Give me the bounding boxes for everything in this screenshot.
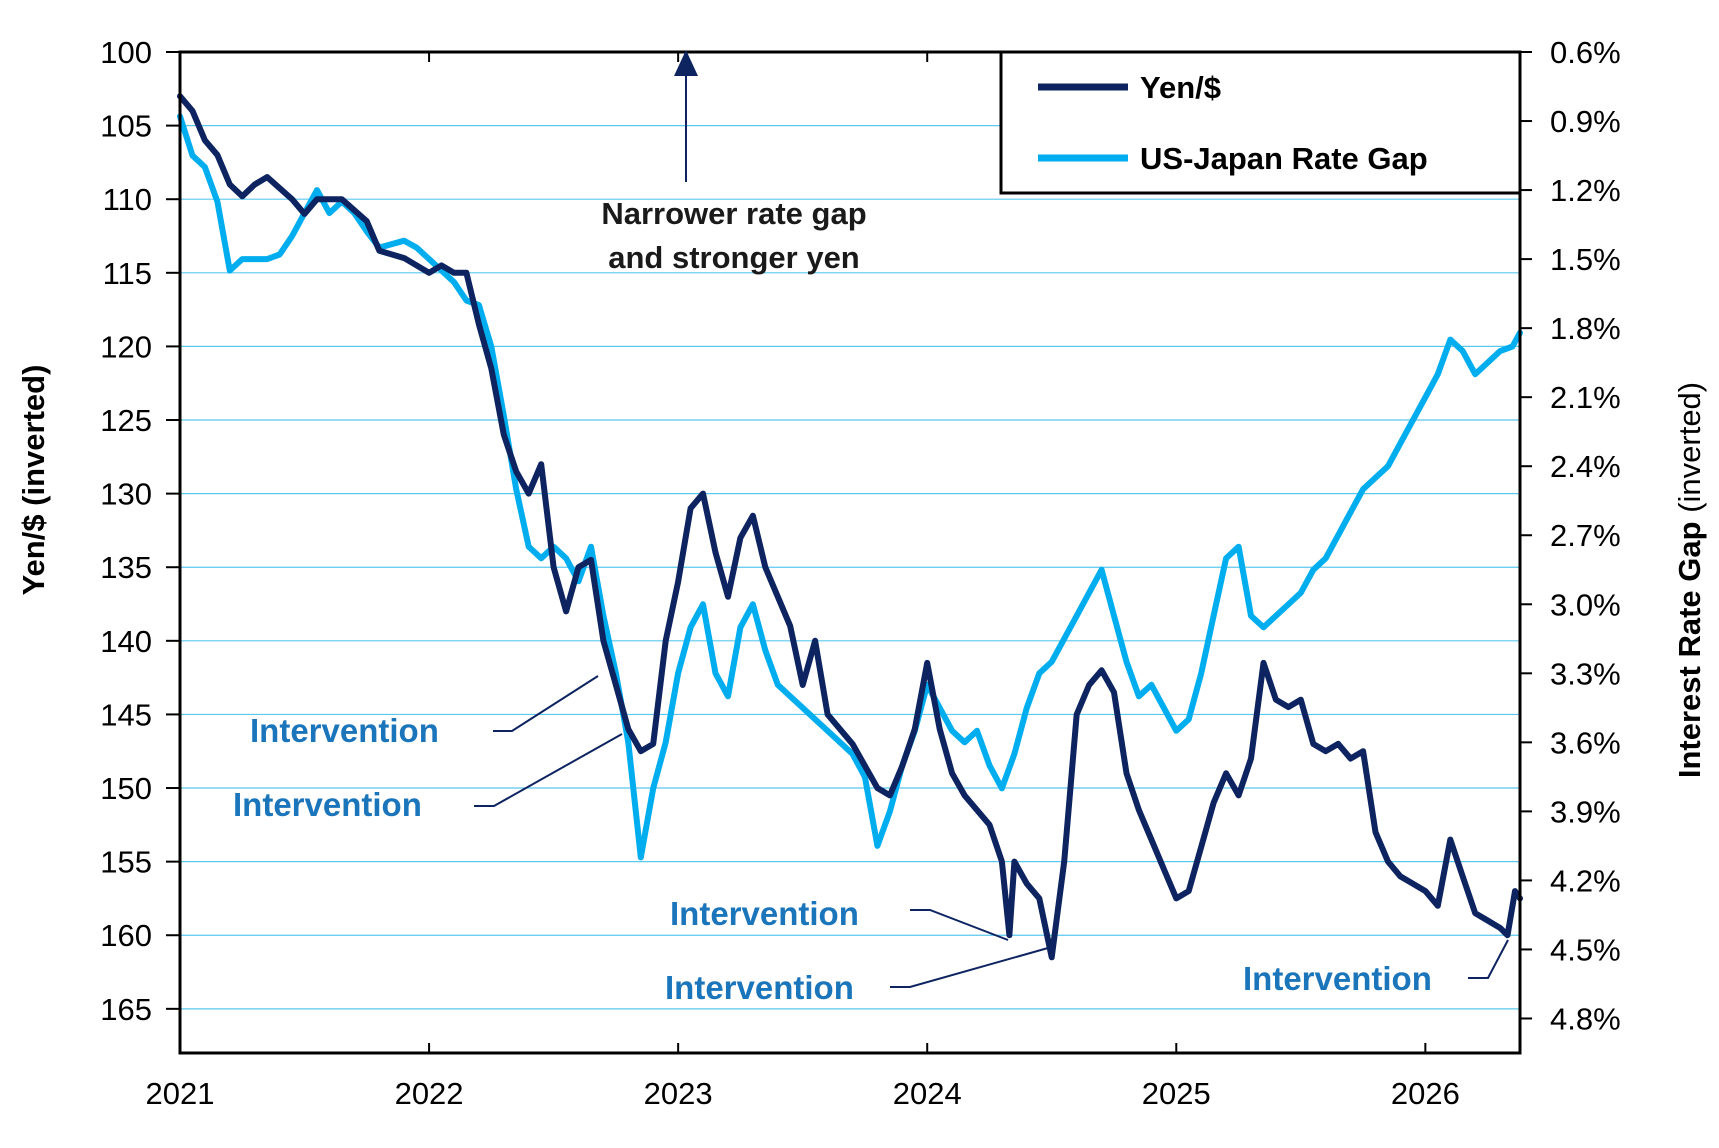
x-tick-label-2024: 2024 [893, 1076, 962, 1111]
left-tick-label-125: 125 [100, 403, 152, 438]
legend-box [999, 50, 1522, 195]
legend-label-rate-gap: US-Japan Rate Gap [1140, 141, 1428, 176]
right-axis-title: Interest Rate Gap (inverted) [1672, 382, 1707, 778]
intervention-label-5: Intervention [1243, 960, 1432, 997]
right-tick-label-2.7%: 2.7% [1550, 518, 1621, 553]
left-tick-label-150: 150 [100, 771, 152, 806]
intervention-leader-4 [890, 947, 1049, 988]
intervention-label-3: Intervention [670, 895, 859, 932]
x-tick-label-2025: 2025 [1142, 1076, 1211, 1111]
right-axis-ticks: 0.6% 0.9% 1.2% 1.5% 1.8% 2.1% 2.4% 2.7% 3.0% 3.3%… [1520, 35, 1621, 1036]
right-tick-label-3.3%: 3.3% [1550, 656, 1621, 691]
right-tick-label-4.8%: 4.8% [1550, 1001, 1621, 1036]
legend-label-yen: Yen/$ [1140, 70, 1221, 105]
left-tick-label-145: 145 [100, 697, 152, 732]
series-layer [177, 93, 1523, 961]
left-tick-label-130: 130 [100, 477, 152, 512]
plot-frame [178, 50, 1522, 1055]
right-tick-label-0.9%: 0.9% [1550, 104, 1621, 139]
right-axis-title-bold: Interest Rate Gap [1672, 521, 1707, 778]
intervention-leader-3 [910, 909, 1009, 941]
left-tick-label-120: 120 [100, 329, 152, 364]
series-line-rate-gap [177, 113, 1523, 861]
intervention-label-4: Intervention [665, 969, 854, 1006]
left-tick-label-105: 105 [100, 109, 152, 144]
left-axis-title: Yen/$ (inverted) [16, 365, 51, 596]
intervention-leader-1 [493, 675, 599, 732]
right-tick-label-1.2%: 1.2% [1550, 173, 1621, 208]
top-annotation-line1: Narrower rate gap [601, 196, 866, 231]
intervention-label-1: Intervention [250, 712, 439, 749]
x-axis-ticks: 2021 2022 2023 2024 2025 2026 [146, 52, 1460, 1111]
right-axis-title-normal: (inverted) [1672, 382, 1707, 522]
legend: Yen/$ US-Japan Rate Gap [999, 50, 1522, 195]
x-tick-label-2022: 2022 [395, 1076, 464, 1111]
x-tick-label-2021: 2021 [146, 1076, 215, 1111]
right-tick-label-0.6%: 0.6% [1550, 35, 1621, 70]
right-tick-label-4.5%: 4.5% [1550, 932, 1621, 967]
left-tick-label-100: 100 [100, 35, 152, 70]
top-annotation-arrowhead [674, 50, 698, 76]
left-tick-label-140: 140 [100, 624, 152, 659]
intervention-leader-2 [474, 733, 623, 807]
left-tick-label-110: 110 [103, 182, 152, 217]
left-tick-label-165: 165 [100, 992, 152, 1027]
left-tick-label-155: 155 [100, 845, 152, 880]
right-tick-label-2.4%: 2.4% [1550, 449, 1621, 484]
gridlines [180, 125, 1520, 1010]
left-tick-label-135: 135 [100, 550, 152, 585]
right-tick-label-3.9%: 3.9% [1550, 794, 1621, 829]
series-line-yen [177, 93, 1523, 961]
right-tick-label-3.6%: 3.6% [1550, 725, 1621, 760]
top-annotation: Narrower rate gap and stronger yen [601, 50, 867, 275]
right-tick-label-2.1%: 2.1% [1550, 380, 1621, 415]
right-tick-label-1.5%: 1.5% [1550, 242, 1621, 277]
right-tick-label-1.8%: 1.8% [1550, 311, 1621, 346]
x-tick-label-2023: 2023 [644, 1076, 713, 1111]
right-tick-label-3.0%: 3.0% [1550, 587, 1621, 622]
x-tick-label-2026: 2026 [1391, 1076, 1460, 1111]
top-annotation-line2: and stronger yen [608, 240, 860, 275]
intervention-label-2: Intervention [233, 786, 422, 823]
intervention-leader-5 [1468, 939, 1509, 979]
right-tick-label-4.2%: 4.2% [1550, 863, 1621, 898]
intervention-annotations: Intervention Intervention Intervention I… [233, 675, 1509, 1006]
left-tick-label-160: 160 [100, 918, 152, 953]
left-tick-label-115: 115 [103, 256, 152, 291]
left-axis-ticks: 100 105 110 115 120 125 130 135 140 145 150 155 160 1… [100, 35, 180, 1027]
